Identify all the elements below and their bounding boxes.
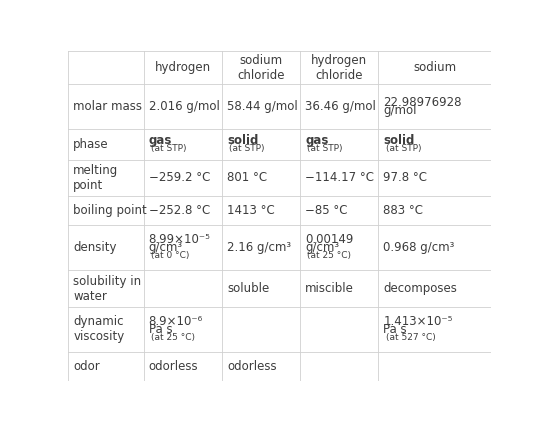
Text: odorless: odorless (227, 360, 277, 373)
Text: 0.00149: 0.00149 (305, 233, 354, 246)
Text: 8.9×10⁻⁶: 8.9×10⁻⁶ (149, 315, 203, 328)
Text: gas: gas (305, 134, 329, 147)
Text: g/cm³: g/cm³ (305, 241, 340, 255)
Text: (at STP): (at STP) (151, 144, 186, 153)
Text: 97.8 °C: 97.8 °C (383, 172, 428, 184)
Text: g/cm³: g/cm³ (149, 241, 183, 255)
Text: 36.46 g/mol: 36.46 g/mol (305, 100, 376, 113)
Text: 0.968 g/cm³: 0.968 g/cm³ (383, 241, 455, 254)
Text: soluble: soluble (227, 282, 269, 295)
Text: 883 °C: 883 °C (383, 204, 424, 217)
Text: (at 0 °C): (at 0 °C) (151, 251, 189, 260)
Text: solubility in
water: solubility in water (73, 274, 141, 303)
Text: 22.98976928: 22.98976928 (383, 96, 462, 109)
Text: boiling point: boiling point (73, 204, 147, 217)
Text: solid: solid (383, 134, 415, 147)
Text: −114.17 °C: −114.17 °C (305, 172, 374, 184)
Text: 1.413×10⁻⁵: 1.413×10⁻⁵ (383, 315, 453, 328)
Text: decomposes: decomposes (383, 282, 458, 295)
Text: 8.99×10⁻⁵: 8.99×10⁻⁵ (149, 233, 211, 246)
Text: sodium: sodium (413, 61, 456, 74)
Text: Pa s: Pa s (149, 323, 173, 336)
Text: (at STP): (at STP) (229, 144, 265, 153)
Text: (at STP): (at STP) (307, 144, 343, 153)
Text: density: density (73, 241, 117, 254)
Text: melting
point: melting point (73, 164, 118, 192)
Text: phase: phase (73, 138, 109, 151)
Text: molar mass: molar mass (73, 100, 143, 113)
Text: 1413 °C: 1413 °C (227, 204, 275, 217)
Text: odorless: odorless (149, 360, 198, 373)
Text: gas: gas (149, 134, 172, 147)
Text: 2.16 g/cm³: 2.16 g/cm³ (227, 241, 291, 254)
Text: 58.44 g/mol: 58.44 g/mol (227, 100, 298, 113)
Text: hydrogen: hydrogen (155, 61, 211, 74)
Text: −252.8 °C: −252.8 °C (149, 204, 210, 217)
Text: Pa s: Pa s (383, 323, 407, 336)
Text: dynamic
viscosity: dynamic viscosity (73, 315, 124, 343)
Text: solid: solid (227, 134, 258, 147)
Text: 801 °C: 801 °C (227, 172, 267, 184)
Text: −85 °C: −85 °C (305, 204, 348, 217)
Text: sodium
chloride: sodium chloride (238, 54, 285, 82)
Text: (at 25 °C): (at 25 °C) (151, 333, 195, 342)
Text: 2.016 g/mol: 2.016 g/mol (149, 100, 219, 113)
Text: miscible: miscible (305, 282, 354, 295)
Text: (at STP): (at STP) (385, 144, 421, 153)
Text: odor: odor (73, 360, 100, 373)
Text: (at 25 °C): (at 25 °C) (307, 251, 351, 260)
Text: hydrogen
chloride: hydrogen chloride (311, 54, 367, 82)
Text: g/mol: g/mol (383, 104, 417, 117)
Text: −259.2 °C: −259.2 °C (149, 172, 210, 184)
Text: (at 527 °C): (at 527 °C) (385, 333, 435, 342)
